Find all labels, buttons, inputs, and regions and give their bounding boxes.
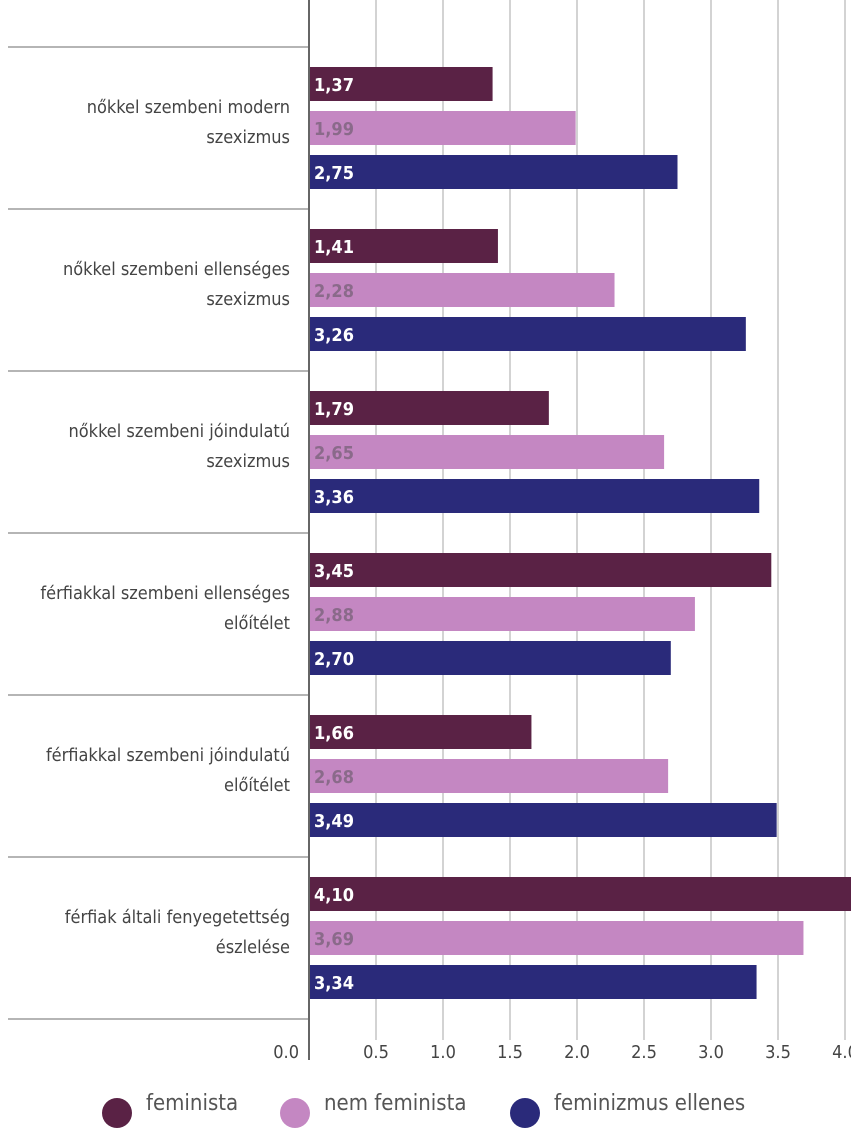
bar-feminizmus-ellenes [309,479,760,513]
data-label: 1,41 [314,237,354,258]
bar-feminizmus-ellenes [309,803,777,837]
bar-nem-feminista [309,597,695,631]
legend-label: nem feminista [324,1091,466,1116]
bar-feminista [309,229,498,263]
data-label: 3,45 [314,561,354,582]
data-label: 2,28 [314,281,354,302]
bar-nem-feminista [309,435,665,469]
tick-label: 1.0 [430,1042,456,1063]
data-label: 2,88 [314,605,354,626]
data-label: 2,65 [314,443,354,464]
legend-label: feminizmus ellenes [554,1091,745,1116]
category-label: nőkkel szembeni jóindulatú szexizmus [69,421,290,472]
bar-feminista [309,715,532,749]
legend-marker [102,1098,132,1128]
data-label: 1,37 [314,75,354,96]
data-label: 3,69 [314,929,354,950]
category-label: férfiakkal szembeni ellenséges előítélet [40,583,290,634]
tick-label: 0.5 [363,1042,389,1063]
category-label: nőkkel szembeni modern szexizmus [87,97,290,148]
data-label: 3,36 [314,487,354,508]
bar-feminista [309,553,772,587]
data-label: 1,66 [314,723,354,744]
tick-label: 2.0 [564,1042,590,1063]
bar-feminista [309,877,851,911]
category-label: férfiakkal szembeni jóindulatú előítélet [46,745,290,796]
bar-feminizmus-ellenes [309,965,757,999]
data-label: 2,75 [314,163,354,184]
tick-label: 2.5 [631,1042,657,1063]
legend-marker [510,1098,540,1128]
legend-label: feminista [146,1091,238,1116]
data-label: 1,99 [314,119,354,140]
bar-feminizmus-ellenes [309,317,746,351]
bar-feminista [309,67,493,101]
bar-nem-feminista [309,759,669,793]
data-label: 3,34 [314,973,354,994]
data-label: 3,26 [314,325,354,346]
bar-feminizmus-ellenes [309,641,671,675]
category-label: férfiak általi fenyegetettség észlelése [65,907,290,958]
data-label: 3,49 [314,811,354,832]
tick-label: 4.0 [832,1042,851,1063]
tick-label: 0.0 [273,1042,299,1063]
bar-nem-feminista [309,111,576,145]
data-label: 1,79 [314,399,354,420]
bar-feminizmus-ellenes [309,155,678,189]
data-label: 2,70 [314,649,354,670]
category-label: nőkkel szembeni ellenséges szexizmus [63,259,290,310]
data-label: 4,10 [314,885,354,906]
bar-nem-feminista [309,921,804,955]
legend-marker [280,1098,310,1128]
data-label: 2,68 [314,767,354,788]
tick-label: 3.0 [698,1042,724,1063]
bar-feminista [309,391,549,425]
tick-label: 1.5 [497,1042,523,1063]
tick-label: 3.5 [765,1042,791,1063]
bar-nem-feminista [309,273,615,307]
